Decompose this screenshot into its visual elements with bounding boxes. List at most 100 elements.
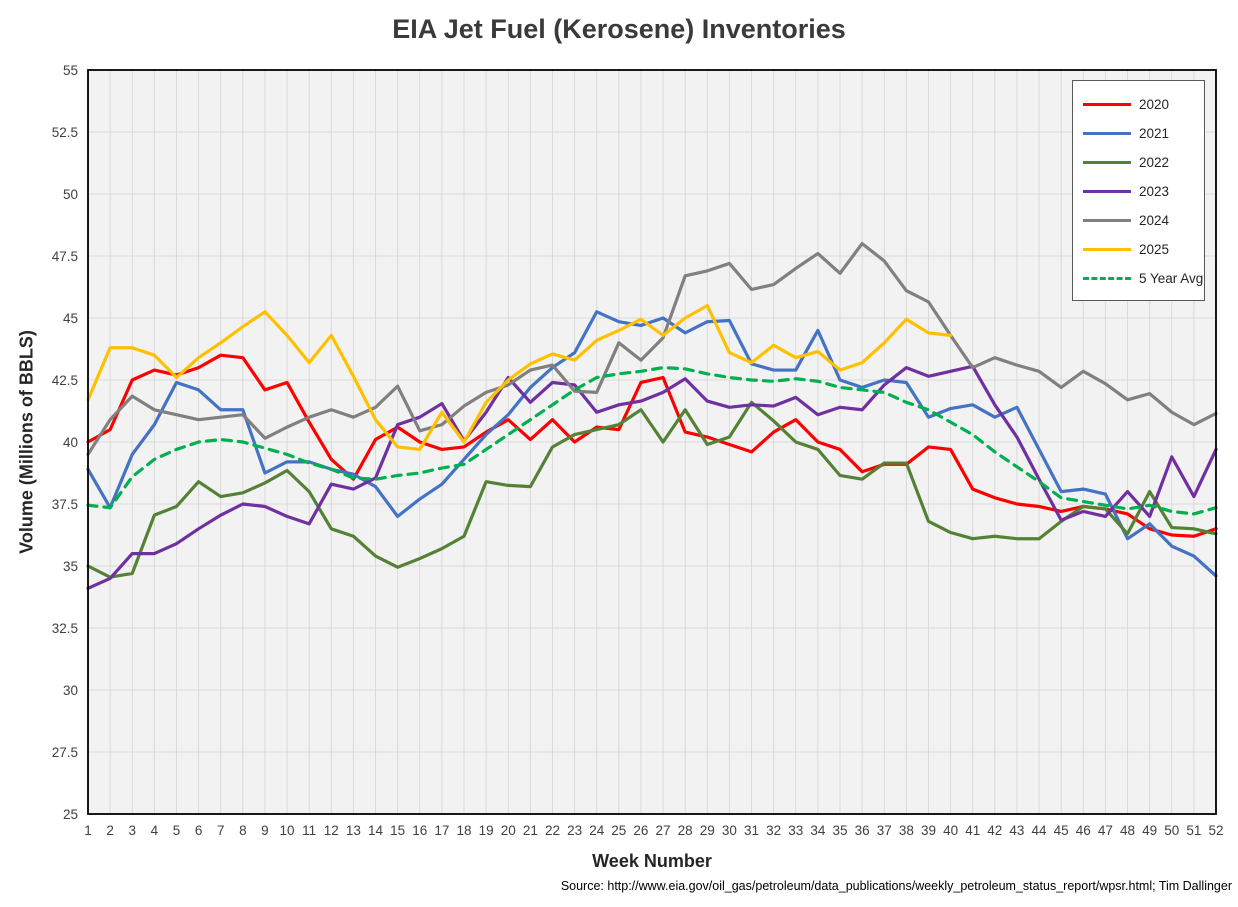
x-tick-label: 42: [987, 823, 1002, 838]
y-tick-label: 27.5: [52, 745, 78, 760]
legend-item-2021: 2021: [1073, 119, 1204, 148]
x-tick-label: 43: [1009, 823, 1024, 838]
x-tick-label: 46: [1076, 823, 1091, 838]
x-tick-label: 25: [611, 823, 626, 838]
y-axis-title: Volume (Millions of BBLS): [16, 330, 37, 554]
x-tick-label: 26: [633, 823, 648, 838]
x-tick-label: 3: [128, 823, 136, 838]
x-tick-label: 17: [434, 823, 449, 838]
legend-label: 2022: [1139, 155, 1170, 170]
legend-label: 2021: [1139, 126, 1170, 141]
x-tick-label: 4: [151, 823, 159, 838]
x-tick-label: 22: [545, 823, 560, 838]
series-line-5-year-avg: [86, 366, 1218, 516]
legend-item-2025: 2025: [1073, 235, 1204, 264]
x-tick-label: 50: [1164, 823, 1179, 838]
x-tick-label: 2: [106, 823, 114, 838]
legend-item-2023: 2023: [1073, 177, 1204, 206]
x-tick-label: 52: [1208, 823, 1223, 838]
x-tick-label: 9: [261, 823, 269, 838]
source-citation: Source: http://www.eia.gov/oil_gas/petro…: [560, 879, 1232, 893]
series-line-2022: [86, 400, 1218, 579]
legend-label: 5 Year Avg: [1139, 271, 1204, 286]
y-tick-label: 37.5: [52, 497, 78, 512]
x-tick-label: 29: [700, 823, 715, 838]
series-line-2021: [86, 310, 1218, 578]
x-tick-label: 21: [523, 823, 538, 838]
chart-title: EIA Jet Fuel (Kerosene) Inventories: [392, 14, 846, 44]
x-tick-label: 33: [788, 823, 803, 838]
legend-swatch-icon: [1083, 277, 1131, 280]
x-tick-label: 16: [412, 823, 427, 838]
legend-label: 2024: [1139, 213, 1170, 228]
x-tick-label: 19: [479, 823, 494, 838]
legend-item-2024: 2024: [1073, 206, 1204, 235]
x-tick-label: 51: [1186, 823, 1201, 838]
x-tick-label: 1: [84, 823, 92, 838]
y-tick-label: 42.5: [52, 373, 78, 388]
x-tick-label: 35: [832, 823, 847, 838]
x-tick-label: 31: [744, 823, 759, 838]
y-tick-label: 55: [63, 63, 78, 78]
x-tick-label: 32: [766, 823, 781, 838]
y-tick-label: 35: [63, 559, 78, 574]
legend-swatch-icon: [1083, 132, 1131, 135]
x-tick-label: 38: [899, 823, 914, 838]
x-tick-label: 13: [346, 823, 361, 838]
x-tick-label: 7: [217, 823, 225, 838]
x-tick-label: 14: [368, 823, 384, 838]
x-tick-label: 36: [855, 823, 870, 838]
series-line-2020: [86, 353, 1218, 538]
x-tick-label: 47: [1098, 823, 1113, 838]
x-tick-label: 10: [280, 823, 295, 838]
x-tick-label: 12: [324, 823, 339, 838]
legend-item-5-year-avg: 5 Year Avg: [1073, 264, 1204, 293]
legend: 2020 2021 2022 2023 2024 2025 5 Year Avg: [1072, 80, 1205, 301]
x-tick-label: 6: [195, 823, 203, 838]
x-axis-title: Week Number: [592, 851, 712, 871]
y-tick-label: 30: [63, 683, 78, 698]
x-tick-label: 23: [567, 823, 582, 838]
legend-item-2020: 2020: [1073, 90, 1204, 119]
x-tick-label: 41: [965, 823, 980, 838]
y-tick-label: 50: [63, 187, 78, 202]
x-tick-label: 28: [678, 823, 693, 838]
legend-swatch-icon: [1083, 103, 1131, 106]
series-line-2023: [86, 364, 1218, 590]
x-tick-label: 48: [1120, 823, 1135, 838]
legend-item-2022: 2022: [1073, 148, 1204, 177]
y-tick-label: 25: [63, 807, 78, 822]
x-tick-label: 30: [722, 823, 737, 838]
x-tick-label: 40: [943, 823, 958, 838]
y-tick-label: 52.5: [52, 125, 78, 140]
x-tick-label: 5: [173, 823, 181, 838]
x-tick-label: 44: [1032, 823, 1048, 838]
x-tick-label: 39: [921, 823, 936, 838]
x-tick-label: 34: [810, 823, 826, 838]
series-line-2025: [86, 304, 953, 452]
legend-swatch-icon: [1083, 248, 1131, 251]
x-tick-label: 49: [1142, 823, 1157, 838]
y-tick-label: 32.5: [52, 621, 78, 636]
legend-label: 2023: [1139, 184, 1170, 199]
legend-label: 2020: [1139, 97, 1170, 112]
x-tick-label: 27: [656, 823, 671, 838]
x-tick-label: 18: [456, 823, 471, 838]
y-tick-label: 47.5: [52, 249, 78, 264]
x-tick-label: 24: [589, 823, 605, 838]
y-tick-label: 40: [63, 435, 78, 450]
y-tick-label: 45: [63, 311, 78, 326]
legend-swatch-icon: [1083, 161, 1131, 164]
legend-swatch-icon: [1083, 219, 1131, 222]
x-tick-label: 45: [1054, 823, 1069, 838]
x-tick-label: 20: [501, 823, 516, 838]
x-tick-label: 15: [390, 823, 405, 838]
series-line-2024: [86, 242, 1218, 456]
legend-swatch-icon: [1083, 190, 1131, 193]
x-tick-label: 8: [239, 823, 247, 838]
plot-border: [87, 69, 1217, 815]
x-tick-label: 37: [877, 823, 892, 838]
legend-label: 2025: [1139, 242, 1170, 257]
